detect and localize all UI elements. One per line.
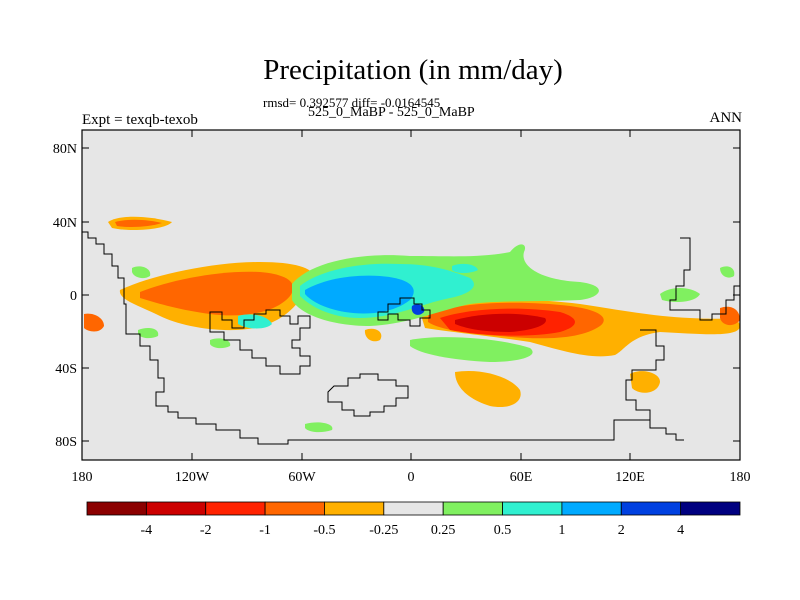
colorbar-label: 2: [618, 523, 625, 538]
lon-tick-label: 180: [72, 470, 93, 485]
case-label: 525_0_MaBP - 525_0_MaBP: [308, 105, 475, 120]
stats-label: rmsd= 0.392577 diff= -0.0164545: [263, 95, 441, 110]
lon-tick-label: 120E: [615, 470, 645, 485]
contour-pos-left-1: [132, 266, 151, 279]
lon-tick-label: 180: [730, 470, 751, 485]
colorbar-swatch: [383, 501, 444, 516]
contour-pos-left-2: [238, 314, 272, 329]
contour-pos-south-1: [410, 337, 533, 362]
colorbar-swatch: [264, 501, 325, 516]
colorbar-swatch: [205, 501, 266, 516]
latitude-axis: 80N 40N 0 40S 80S: [53, 142, 740, 450]
coastlines: [82, 231, 741, 445]
contour-pos-small-1: [411, 304, 425, 315]
contour-pos-central-core: [305, 275, 414, 314]
lon-tick-label: 60W: [288, 470, 316, 485]
colorbar-swatch: [86, 501, 147, 516]
colorbar-swatch: [442, 501, 503, 516]
lat-tick-label: 80N: [53, 142, 77, 157]
lat-tick-label: 80S: [55, 435, 77, 450]
coastline-east-lower: [625, 329, 665, 420]
colorbar-label: 0.25: [431, 523, 456, 538]
lon-tick-label: 120W: [175, 470, 210, 485]
coastline-africa: [377, 297, 431, 327]
contour-pos-east-1: [660, 288, 700, 302]
contour-neg-left-edge: [84, 313, 104, 332]
contour-pos-left-3: [138, 328, 159, 339]
experiment-label: Expt = texqb-texob: [82, 112, 198, 128]
coastline-east-continent: [669, 232, 741, 321]
colorbar-swatch: [680, 501, 741, 516]
coastline-south-america: [209, 309, 311, 375]
coastline-west-continent: [82, 231, 684, 445]
colorbar-label: -4: [141, 523, 153, 538]
colorbar-swatch: [620, 501, 682, 516]
colorbar-swatch: [502, 501, 563, 516]
lat-tick-label: 40N: [53, 216, 77, 231]
plot-title: Precipitation (in mm/day): [263, 54, 563, 86]
contour-neg-edge-right: [720, 306, 740, 326]
contour-pos-south-2: [305, 422, 333, 433]
contour-fields: [84, 216, 740, 433]
colorbar-label: 0.5: [494, 523, 512, 538]
lat-tick-label: 40S: [55, 362, 77, 377]
colorbar-label: -0.5: [313, 523, 335, 538]
season-label: ANN: [709, 110, 743, 126]
contour-neg-tropics-west-inner: [140, 271, 294, 316]
lat-tick-label: 0: [70, 289, 77, 304]
contour-neg-south-band: [455, 370, 521, 408]
contour-neg-small-40n-inner: [115, 219, 162, 227]
colorbar-label: -1: [259, 523, 271, 538]
contour-pos-left-4: [210, 338, 231, 349]
colorbar-swatch: [145, 501, 207, 516]
colorbar-label: -0.25: [369, 523, 398, 538]
contour-neg-east-blob: [630, 371, 660, 393]
colorbar-label: -2: [200, 523, 212, 538]
colorbar-label: 1: [558, 523, 565, 538]
colorbar-swatch: [561, 501, 622, 516]
contour-pos-east-2: [720, 266, 735, 278]
contour-neg-mid-blob: [364, 328, 382, 342]
contour-neg-main-deep: [455, 313, 546, 332]
contour-pos-north-1: [452, 263, 478, 273]
lon-tick-label: 60E: [510, 470, 533, 485]
colorbar-swatch: [324, 501, 385, 516]
longitude-axis: 180 120W 60W 0 60E 120E 180: [72, 130, 751, 485]
lon-tick-label: 0: [408, 470, 415, 485]
colorbar-label: 4: [677, 523, 684, 538]
coastline-south-island: [327, 373, 409, 417]
colorbar: -4 -2 -1 -0.5 -0.25 0.25 0.5 1 2 4: [86, 501, 741, 538]
